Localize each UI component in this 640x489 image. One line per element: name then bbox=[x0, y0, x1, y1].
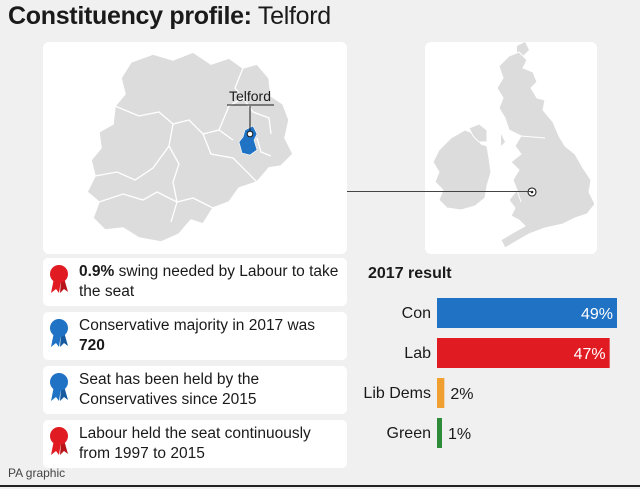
fact-item: 0.9% swing needed by Labour to take the … bbox=[43, 258, 347, 306]
title-constituency: Telford bbox=[257, 2, 331, 30]
result-bar bbox=[437, 298, 617, 328]
result-bar bbox=[437, 338, 610, 368]
result-bar bbox=[437, 378, 445, 408]
results-title: 2017 result bbox=[368, 265, 452, 282]
facts-list: 0.9% swing needed by Labour to take the … bbox=[43, 258, 347, 474]
value-label: 2% bbox=[450, 386, 473, 403]
page-title: Constituency profile: Telford bbox=[8, 2, 331, 31]
local-map-panel: Telford bbox=[43, 42, 347, 254]
category-label: Con bbox=[402, 305, 431, 322]
uk-map-panel bbox=[425, 42, 597, 254]
results-bar-chart: Con 49% Lab 47% Lib Dems 2% Green 1% bbox=[363, 298, 617, 448]
value-label: 49% bbox=[581, 306, 613, 323]
connector-line bbox=[347, 191, 532, 192]
value-label: 1% bbox=[448, 426, 471, 443]
title-bold: Constituency profile: bbox=[8, 2, 252, 30]
category-label: Lib Dems bbox=[363, 385, 431, 402]
fact-majority-value: 720 bbox=[79, 337, 105, 354]
fact-held-text: Seat has been held by the Conservatives … bbox=[79, 371, 260, 408]
bottom-rule bbox=[0, 485, 640, 487]
fact-majority-text: Conservative majority in 2017 was bbox=[79, 317, 316, 334]
fact-swing-value: 0.9% bbox=[79, 263, 115, 280]
labour-rosette-icon bbox=[50, 427, 68, 455]
fact-item: Conservative majority in 2017 was 720 bbox=[43, 312, 347, 360]
shropshire-map: Telford bbox=[86, 51, 294, 243]
fact-swing-text: swing needed by Labour to take the seat bbox=[79, 263, 339, 300]
conservative-rosette-icon bbox=[50, 319, 68, 347]
labour-rosette-icon bbox=[50, 265, 68, 293]
fact-item: Seat has been held by the Conservatives … bbox=[43, 366, 347, 414]
fact-history-text: Labour held the seat continuously from 1… bbox=[79, 425, 311, 462]
category-label: Lab bbox=[404, 345, 431, 362]
telford-label: Telford bbox=[229, 88, 271, 104]
result-bar bbox=[437, 418, 442, 448]
uk-ireland-map bbox=[432, 42, 596, 249]
category-label: Green bbox=[387, 425, 431, 442]
fact-item: Labour held the seat continuously from 1… bbox=[43, 420, 347, 468]
source-credit: PA graphic bbox=[8, 466, 66, 480]
value-label: 47% bbox=[574, 346, 606, 363]
conservative-rosette-icon bbox=[50, 373, 68, 401]
